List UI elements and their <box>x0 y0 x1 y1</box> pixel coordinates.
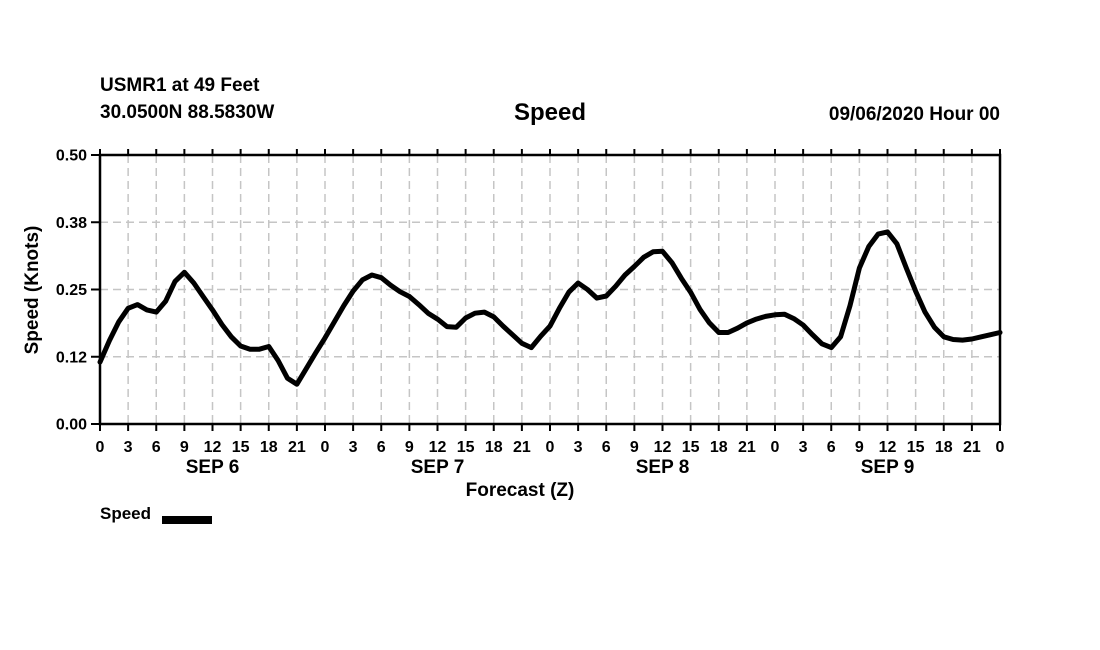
forecast-init-datetime: 09/06/2020 Hour 00 <box>828 104 1000 125</box>
legend-line-swatch <box>162 516 212 524</box>
x-tick-label: 12 <box>879 439 897 456</box>
y-tick-label: 0.12 <box>56 349 87 366</box>
day-label: SEP 9 <box>861 457 915 478</box>
day-label: SEP 6 <box>186 457 240 478</box>
x-tick-label: 3 <box>574 439 583 456</box>
x-axis-label: Forecast (Z) <box>465 480 575 501</box>
x-tick-label: 9 <box>405 439 414 456</box>
legend-label: Speed <box>100 504 152 523</box>
x-tick-label: 3 <box>124 439 133 456</box>
y-tick-label: 0.50 <box>56 148 87 165</box>
x-tick-label: 0 <box>771 439 780 456</box>
speed-curve <box>97 229 1003 387</box>
x-tick-label: 9 <box>630 439 639 456</box>
day-label: SEP 8 <box>636 457 690 478</box>
x-tick-label: 0 <box>96 439 105 456</box>
x-tick-label: 12 <box>204 439 222 456</box>
x-tick-label: 18 <box>935 439 953 456</box>
y-tick-label: 0.25 <box>56 282 87 299</box>
station-id-line: USMR1 at 49 Feet <box>100 75 260 96</box>
x-tick-label: 3 <box>349 439 358 456</box>
x-tick-label: 0 <box>546 439 555 456</box>
x-tick-label: 6 <box>377 439 386 456</box>
y-tick-label: 0.38 <box>56 215 87 232</box>
x-tick-label: 21 <box>513 439 531 456</box>
x-tick-label: 3 <box>799 439 808 456</box>
x-tick-label: 6 <box>602 439 611 456</box>
x-tick-label: 15 <box>907 439 925 456</box>
x-tick-label: 6 <box>152 439 161 456</box>
x-tick-label: 12 <box>654 439 672 456</box>
x-tick-label: 21 <box>738 439 756 456</box>
x-tick-label: 21 <box>288 439 306 456</box>
day-label: SEP 7 <box>411 457 465 478</box>
x-tick-label: 6 <box>827 439 836 456</box>
x-tick-label: 18 <box>260 439 278 456</box>
x-tick-label: 15 <box>457 439 475 456</box>
x-tick-label: 18 <box>710 439 728 456</box>
x-tick-label: 9 <box>180 439 189 456</box>
chart-title: Speed <box>513 99 587 126</box>
y-tick-label: 0.00 <box>56 417 87 434</box>
x-tick-label: 18 <box>485 439 503 456</box>
x-tick-label: 0 <box>321 439 330 456</box>
station-coordinates-line: 30.0500N 88.5830W <box>100 102 275 123</box>
x-tick-label: 9 <box>855 439 864 456</box>
x-tick-label: 15 <box>682 439 700 456</box>
x-tick-label: 15 <box>232 439 250 456</box>
x-tick-label: 21 <box>963 439 981 456</box>
x-tick-label: 12 <box>429 439 447 456</box>
x-tick-label: 0 <box>996 439 1005 456</box>
